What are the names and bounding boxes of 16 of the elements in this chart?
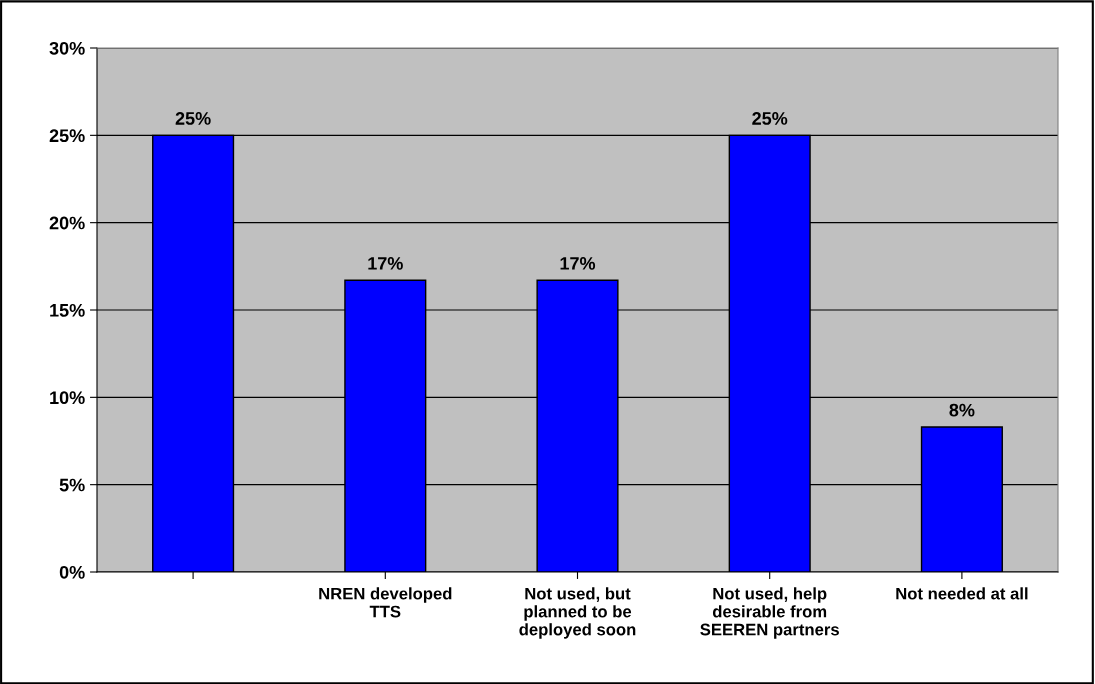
data-label: 25%	[752, 112, 788, 125]
y-tick-label: 5%	[59, 478, 85, 492]
y-tick-label: 20%	[49, 216, 85, 230]
data-label: 8%	[949, 403, 975, 417]
data-label: 25%	[175, 112, 211, 125]
x-tick-label: Not needed at all	[896, 587, 1028, 600]
y-tick-label: 25%	[49, 129, 85, 143]
y-tick-label: 15%	[50, 303, 85, 317]
x-tick-label: Not used, but planned to be deployed soon	[519, 587, 636, 639]
data-label: 17%	[560, 257, 596, 270]
x-tick-label: Not used, help desirable from SEEREN partners	[700, 587, 839, 639]
data-label: 17%	[368, 257, 403, 270]
y-tick-label: 30%	[49, 41, 85, 55]
y-tick-label: 0%	[59, 565, 85, 579]
y-tick-label: 10%	[50, 391, 85, 405]
x-tick-label: NREN developed TTS	[319, 587, 452, 618]
